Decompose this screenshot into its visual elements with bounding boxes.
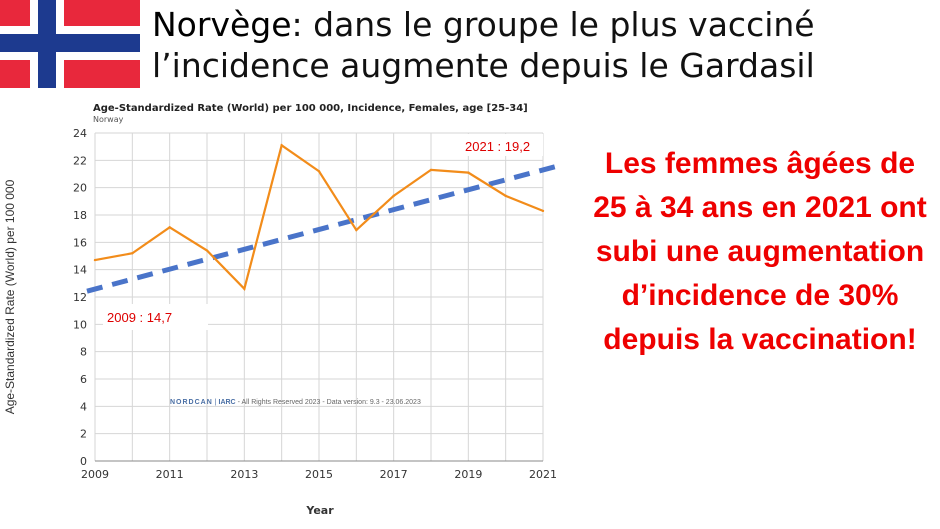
data-point bbox=[205, 249, 209, 252]
x-tick-label: 2017 bbox=[380, 468, 408, 481]
y-tick-label: 6 bbox=[80, 373, 87, 386]
data-point bbox=[168, 226, 171, 229]
data-point bbox=[243, 287, 246, 290]
norway-flag-icon bbox=[0, 0, 140, 88]
data-point bbox=[131, 252, 134, 255]
credit-rest: - All Rights Reserved 2023 - Data versio… bbox=[238, 399, 421, 406]
data-point bbox=[93, 258, 97, 262]
flag-blue-horizontal bbox=[0, 34, 140, 52]
data-point bbox=[392, 194, 395, 198]
y-tick-label: 12 bbox=[73, 291, 87, 304]
y-tick-label: 4 bbox=[80, 400, 87, 413]
y-tick-label: 20 bbox=[73, 182, 87, 195]
data-point bbox=[317, 170, 321, 173]
slide-title: Norvège: dans le groupe le plus vacciné l… bbox=[152, 4, 932, 86]
y-tick-label: 10 bbox=[73, 318, 87, 331]
x-tick-label: 2009 bbox=[81, 468, 109, 481]
credit-org: IARC bbox=[219, 399, 236, 406]
data-point bbox=[429, 168, 433, 172]
title-line1-rest: : dans le groupe le plus vacciné bbox=[291, 5, 815, 44]
y-tick-label: 22 bbox=[73, 154, 87, 167]
title-country: Norvège bbox=[152, 5, 292, 44]
chart-grid bbox=[94, 132, 544, 462]
data-point bbox=[280, 144, 283, 147]
data-point bbox=[355, 228, 358, 232]
y-tick-label: 2 bbox=[80, 428, 87, 441]
x-tick-label: 2019 bbox=[454, 468, 482, 481]
x-tick-label: 2015 bbox=[305, 468, 333, 481]
y-tick-label: 0 bbox=[80, 455, 87, 468]
flag-blue-vertical bbox=[38, 0, 56, 88]
x-axis-ticks: 2009 2011 2013 2015 2017 2019 2021 bbox=[81, 468, 557, 481]
y-axis-label: Age-Standardized Rate (World) per 100 00… bbox=[3, 179, 17, 414]
data-point bbox=[467, 171, 470, 174]
annotation-box bbox=[460, 134, 543, 156]
chart-title: Age-Standardized Rate (World) per 100 00… bbox=[93, 103, 528, 114]
series-points bbox=[93, 144, 545, 290]
x-tick-label: 2013 bbox=[230, 468, 258, 481]
chart-subtitle: Norway bbox=[93, 115, 124, 124]
title-line2: l’incidence augmente depuis le Gardasil bbox=[152, 46, 815, 85]
credit-brand: NORDCAN bbox=[170, 399, 213, 406]
data-point bbox=[504, 194, 507, 198]
y-tick-label: 16 bbox=[73, 236, 87, 249]
y-tick-label: 24 bbox=[73, 127, 87, 140]
y-tick-label: 8 bbox=[80, 346, 87, 359]
data-credit: NORDCAN | IARC - All Rights Reserved 202… bbox=[170, 399, 421, 406]
y-tick-label: 14 bbox=[73, 264, 87, 277]
trend-line bbox=[86, 163, 560, 294]
y-tick-label: 18 bbox=[73, 209, 87, 222]
callout-text: Les femmes âgées de 25 à 34 ans en 2021 … bbox=[593, 147, 927, 356]
x-tick-label: 2011 bbox=[156, 468, 184, 481]
annotation-2021: 2021 : 19,2 bbox=[465, 139, 530, 154]
annotation-2009: 2009 : 14,7 bbox=[107, 310, 172, 325]
annotations: 2009 : 14,7 2021 : 19,2 bbox=[103, 134, 543, 330]
data-point bbox=[541, 209, 545, 213]
svg-text:NORDCAN | IARC - All Rights Re: NORDCAN | IARC - All Rights Reserved 202… bbox=[170, 399, 421, 406]
annotation-box bbox=[103, 304, 208, 330]
x-tick-label: 2021 bbox=[529, 468, 557, 481]
x-axis-label: Year bbox=[305, 504, 334, 517]
